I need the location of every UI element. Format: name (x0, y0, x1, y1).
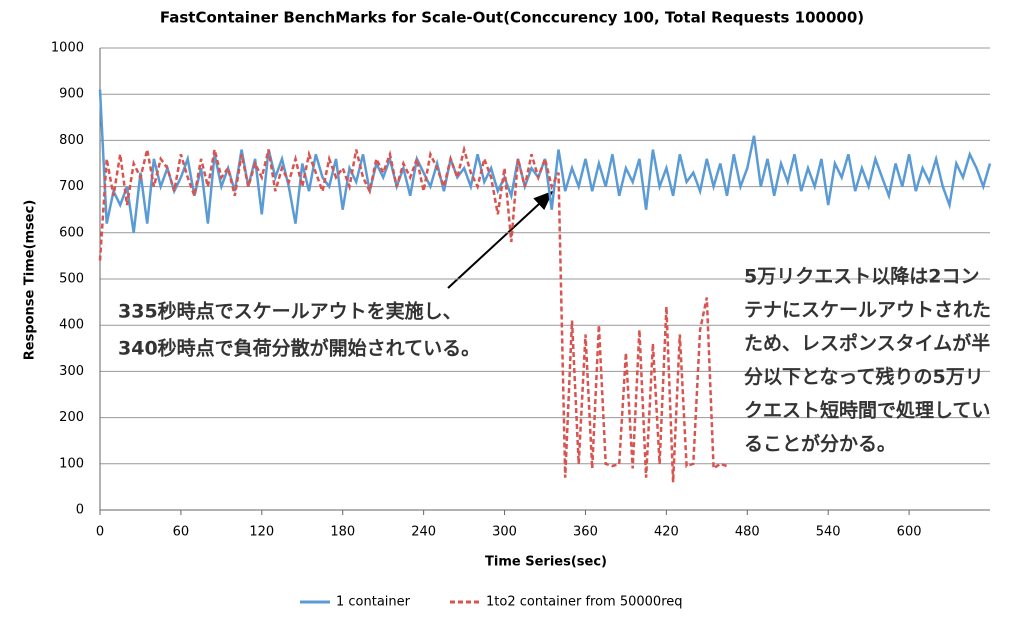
annotation-text: 340秒時点で負荷分散が開始されている。 (118, 337, 480, 360)
y-tick-label: 300 (59, 364, 84, 379)
y-tick-label: 0 (76, 503, 84, 518)
y-tick-label: 100 (59, 456, 84, 471)
x-tick-label: 240 (411, 525, 436, 540)
x-tick-label: 0 (96, 525, 104, 540)
y-tick-label: 500 (59, 272, 84, 287)
legend-label: 1 container (336, 595, 411, 610)
annotation-text: ることが分かる。 (744, 432, 896, 455)
legend-label: 1to2 container from 50000req (486, 595, 683, 610)
y-tick-label: 1000 (51, 41, 84, 56)
annotation-text: テナにスケールアウトされた (744, 299, 991, 321)
y-tick-label: 600 (59, 225, 84, 240)
x-tick-label: 360 (573, 525, 598, 540)
data-line (98, 144, 728, 483)
annotation-arrow (447, 190, 554, 289)
chart-title: FastContainer BenchMarks for Scale-Out(C… (160, 9, 864, 27)
x-tick-label: 60 (173, 525, 190, 540)
annotation-text: 分以下となって残りの5万リ (744, 365, 984, 388)
annotation-text: ため、レスポンスタイムが半 (744, 332, 990, 355)
y-tick-label: 400 (59, 318, 84, 333)
annotation-text: 335秒時点でスケールアウトを実施し、 (118, 300, 462, 323)
y-tick-label: 700 (59, 179, 84, 194)
y-axis-title: Response Time(msec) (23, 200, 38, 361)
x-tick-label: 540 (816, 525, 841, 540)
y-tick-label: 800 (59, 133, 84, 148)
x-tick-label: 180 (330, 525, 355, 540)
y-tick-label: 900 (59, 87, 84, 102)
x-tick-label: 300 (492, 525, 517, 540)
annotation-text: クエスト短時間で処理してい (744, 399, 990, 422)
y-tick-label: 200 (59, 410, 84, 425)
x-tick-label: 480 (735, 525, 760, 540)
annotation-text: 5万リクエスト以降は2コン (744, 265, 979, 288)
x-tick-label: 600 (897, 525, 922, 540)
x-tick-label: 420 (654, 525, 679, 540)
x-tick-label: 120 (249, 525, 274, 540)
x-axis-title: Time Series(sec) (485, 555, 607, 570)
